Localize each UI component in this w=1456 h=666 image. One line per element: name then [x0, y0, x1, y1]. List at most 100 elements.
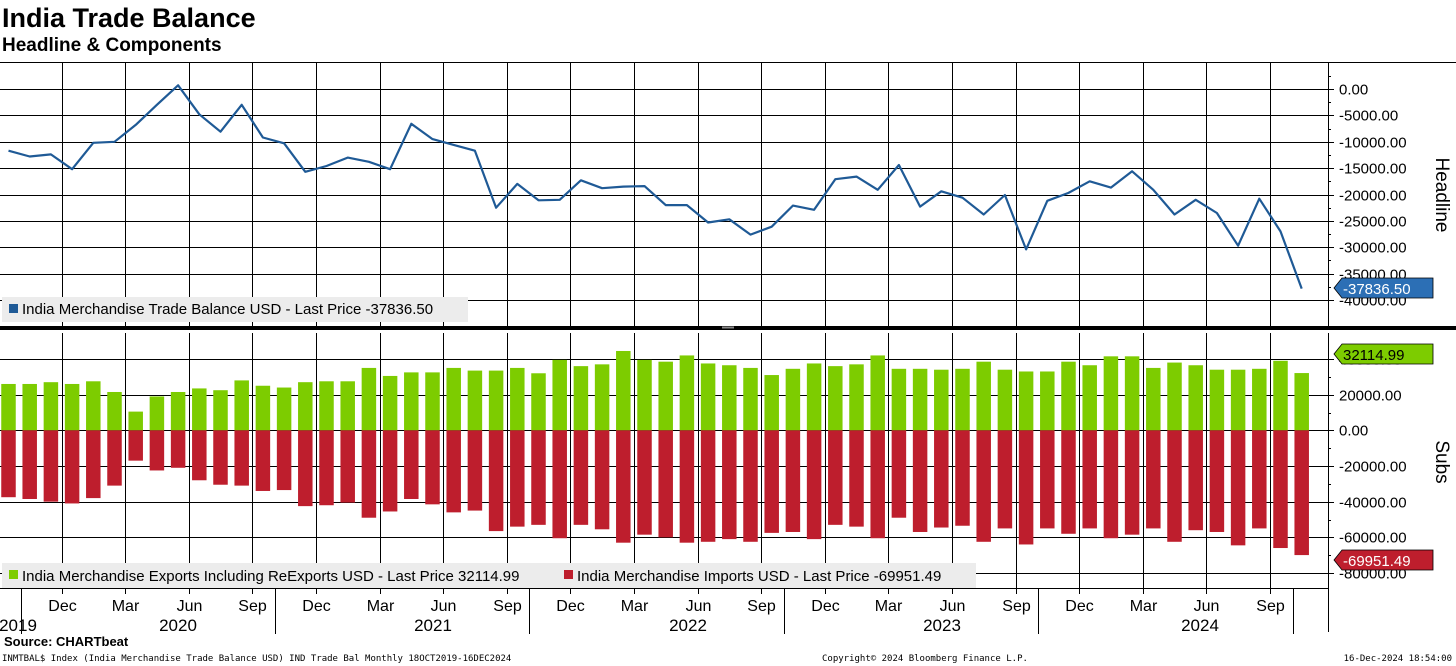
bar-exports — [1188, 365, 1203, 431]
legends: India Merchandise Trade Balance USD - La… — [2, 297, 976, 588]
bar-imports — [764, 430, 779, 533]
bar-imports — [912, 430, 928, 532]
y-tick-label: -10000.00 — [1339, 135, 1407, 152]
bar-exports — [340, 381, 355, 431]
bar-exports — [849, 364, 864, 431]
last-price-flag-headline: -37836.50 — [1333, 277, 1434, 299]
bar-exports — [955, 368, 970, 431]
bar-imports — [22, 430, 37, 499]
y-tick-label: -40000.00 — [1339, 495, 1407, 512]
bar-exports — [806, 363, 822, 431]
bar-exports — [1040, 371, 1055, 431]
bar-imports — [785, 430, 801, 532]
bar-imports — [743, 430, 758, 542]
bar-exports — [785, 368, 801, 431]
bar-exports — [446, 367, 461, 431]
last-price-flag-imports-shape — [1333, 549, 1434, 571]
panel-label-headline: Headline — [1431, 158, 1452, 233]
bar-imports — [531, 430, 546, 525]
chart-subtitle: Headline & Components — [2, 35, 222, 56]
bar-exports — [149, 396, 165, 431]
bar-imports — [573, 430, 589, 525]
bar-exports — [1252, 368, 1267, 431]
bar-exports — [679, 355, 695, 431]
x-tick-label: Sep — [1256, 598, 1285, 615]
bar-exports — [594, 364, 610, 431]
bar-imports — [1, 430, 16, 498]
footer-copyright: Copyright© 2024 Bloomberg Finance L.P. — [822, 654, 1028, 664]
y-tick-label: 0.00 — [1339, 82, 1368, 99]
bar-imports — [955, 430, 970, 526]
last-price-flag-imports-text: -69951.49 — [1343, 553, 1411, 570]
bar-imports — [107, 430, 122, 486]
bar-imports — [1294, 430, 1309, 556]
bar-exports — [637, 359, 652, 431]
panel-resize-handle — [722, 326, 734, 329]
bar-exports — [1273, 360, 1288, 431]
x-tick-label: Jun — [940, 598, 966, 615]
bar-imports — [149, 430, 165, 471]
bar-imports — [1209, 430, 1225, 532]
bar-imports — [679, 430, 695, 543]
subs-panel — [1, 350, 1309, 556]
x-year-label: 2020 — [159, 616, 197, 635]
x-year-label: 2021 — [414, 616, 452, 635]
bar-imports — [1061, 430, 1076, 534]
bar-exports — [510, 367, 525, 431]
x-tick-label: Jun — [686, 598, 712, 615]
bar-imports — [340, 430, 355, 503]
bar-imports — [849, 430, 864, 527]
bar-exports — [828, 366, 843, 431]
source-note: Source: CHARTbeat — [4, 634, 129, 649]
legend-swatch-headline — [9, 304, 18, 313]
bar-imports — [488, 430, 504, 532]
bar-imports — [213, 430, 228, 485]
legend-label-exports: India Merchandise Exports Including ReEx… — [22, 568, 519, 585]
x-tick-label: Dec — [302, 598, 330, 615]
bar-exports — [382, 375, 398, 431]
bar-exports — [658, 361, 673, 431]
bar-imports — [700, 430, 716, 542]
y-tick-label: 20000.00 — [1339, 388, 1402, 405]
bar-imports — [170, 430, 186, 468]
bar-exports — [722, 365, 737, 431]
bar-exports — [425, 372, 440, 431]
footer-series-info: INMTBAL$ Index (India Merchandise Trade … — [2, 654, 512, 664]
bar-imports — [658, 430, 673, 538]
bar-imports — [976, 430, 991, 542]
panel-label-subs: Subs — [1431, 440, 1452, 483]
bar-imports — [616, 430, 631, 543]
bar-exports — [1018, 371, 1034, 431]
bar-imports — [86, 430, 101, 499]
y-tick-label: -30000.00 — [1339, 240, 1407, 257]
x-tick-label: Jun — [1194, 598, 1220, 615]
bar-exports — [764, 375, 779, 431]
last-price-flag-imports: -69951.49 — [1333, 549, 1434, 571]
bar-exports — [1230, 369, 1246, 431]
bar-exports — [1209, 369, 1225, 431]
bar-imports — [870, 430, 885, 539]
x-tick-label: Mar — [367, 598, 395, 615]
bar-imports — [594, 430, 610, 530]
last-price-flag-exports-text: 32114.99 — [1343, 347, 1404, 364]
bar-exports — [531, 373, 546, 431]
bar-imports — [128, 430, 143, 461]
y-tick-label: -60000.00 — [1339, 530, 1407, 547]
legend-headline-bg — [2, 297, 468, 322]
bar-imports — [1082, 430, 1097, 529]
last-price-flag-headline-text: -37836.50 — [1343, 281, 1411, 298]
bar-imports — [298, 430, 313, 507]
y-tick-label: -20000.00 — [1339, 188, 1407, 205]
bar-imports — [1167, 430, 1182, 542]
bar-exports — [234, 380, 249, 431]
x-tick-label: Dec — [48, 598, 76, 615]
y-tick-label: -15000.00 — [1339, 161, 1407, 178]
x-year-label: 2019 — [0, 616, 37, 635]
x-tick-label: Jun — [431, 598, 457, 615]
bar-imports — [1040, 430, 1055, 529]
axes: 0.00 -5000.00 -10000.00 -15000.00 -20000.00 -… — [0, 62, 1456, 635]
x-tick-label: Mar — [875, 598, 903, 615]
bar-exports — [43, 382, 59, 431]
x-tick-label: Mar — [112, 598, 140, 615]
bar-imports — [425, 430, 440, 505]
